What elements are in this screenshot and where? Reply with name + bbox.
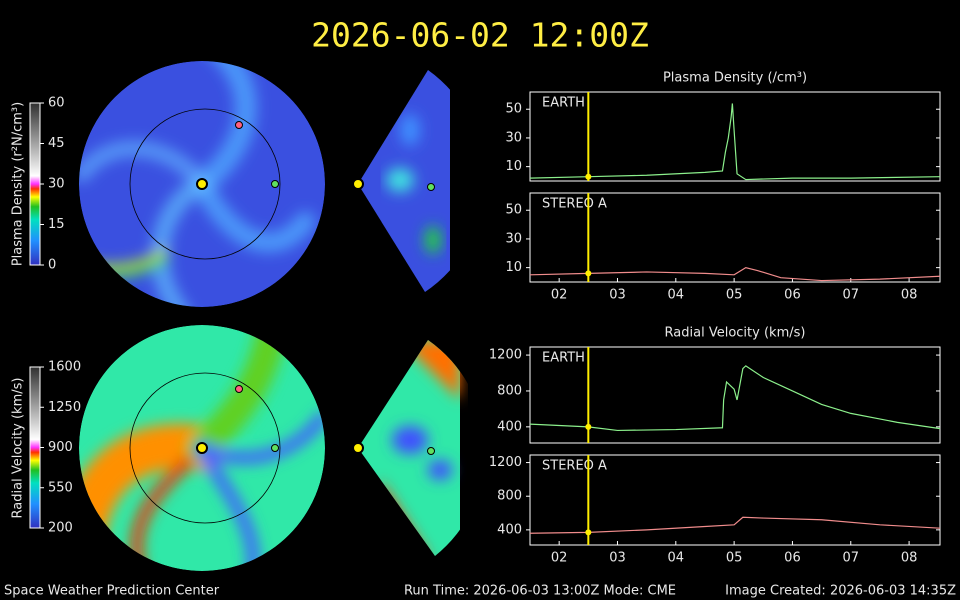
series-name: EARTH — [542, 96, 585, 111]
footer-left: Space Weather Prediction Center — [4, 584, 220, 599]
time-title: 2026-06-02 12:00Z — [311, 16, 649, 55]
x-tick-label: 07 — [842, 551, 859, 566]
colorbar-tick-label: 15 — [48, 217, 65, 232]
y-tick-label: 800 — [497, 383, 522, 398]
series-line — [529, 103, 941, 181]
y-tick-label: 400 — [497, 419, 522, 434]
x-tick-label: 06 — [784, 288, 801, 303]
colorbar-label: Radial Velocity (km/s) — [11, 378, 26, 519]
panel-title: Radial Velocity (km/s) — [665, 326, 806, 341]
y-tick-label: 400 — [497, 522, 522, 537]
x-tick-label: 02 — [551, 288, 568, 303]
footer-center: Run Time: 2026-06-03 13:00Z Mode: CME — [404, 584, 676, 599]
series-line — [529, 516, 941, 534]
panel-frame — [529, 91, 941, 182]
x-tick-label: 07 — [842, 288, 859, 303]
x-tick-label: 03 — [609, 551, 626, 566]
time-marker-dot — [585, 270, 592, 277]
x-tick-label: 06 — [784, 551, 801, 566]
colorbar-tick-label: 30 — [48, 177, 65, 192]
y-tick-label: 50 — [505, 203, 522, 218]
colorbar-tick-label: 1250 — [48, 400, 81, 415]
panel-frame — [529, 192, 941, 283]
colorbar-tick-label: 45 — [48, 136, 65, 151]
panel-frame — [529, 346, 941, 444]
colorbar-tick-label: 550 — [48, 480, 73, 495]
y-tick-label: 800 — [497, 489, 522, 504]
y-tick-label: 10 — [505, 260, 522, 275]
y-tick-label: 10 — [505, 159, 522, 174]
time-marker-dot — [585, 423, 592, 430]
series-name: EARTH — [542, 351, 585, 366]
y-tick-label: 50 — [505, 102, 522, 117]
series-line — [529, 267, 941, 282]
x-tick-label: 05 — [726, 551, 743, 566]
y-tick-label: 30 — [505, 231, 522, 246]
x-tick-label: 04 — [668, 551, 685, 566]
series-name: STEREO A — [542, 197, 607, 212]
footer-right: Image Created: 2026-06-03 14:35Z — [725, 584, 956, 599]
y-tick-label: 30 — [505, 130, 522, 145]
x-tick-label: 02 — [551, 551, 568, 566]
x-tick-label: 03 — [609, 288, 626, 303]
bodies — [196, 121, 435, 455]
panel-frame — [529, 454, 941, 546]
colorbar-tick-label: 1600 — [48, 360, 81, 375]
colorbar-tick-label: 60 — [48, 96, 65, 111]
panel-title: Plasma Density (/cm³) — [663, 71, 807, 86]
density-colorbar — [29, 102, 41, 266]
y-tick-label: 1200 — [489, 348, 522, 363]
colorbar-tick-label: 900 — [48, 440, 73, 455]
colorbar-tick-label: 200 — [48, 521, 73, 536]
colorbar-tick-label: 0 — [48, 258, 56, 273]
series-name: STEREO A — [542, 459, 607, 474]
velocity-colorbar — [29, 366, 41, 529]
colorbar-label: Plasma Density (r²N/cm³) — [11, 102, 26, 266]
y-tick-label: 1200 — [489, 455, 522, 470]
x-tick-label: 04 — [668, 288, 685, 303]
x-tick-label: 08 — [901, 288, 918, 303]
series-line — [529, 365, 941, 432]
time-marker-dot — [585, 529, 592, 536]
time-marker-dot — [585, 173, 592, 180]
x-tick-label: 08 — [901, 551, 918, 566]
x-tick-label: 05 — [726, 288, 743, 303]
